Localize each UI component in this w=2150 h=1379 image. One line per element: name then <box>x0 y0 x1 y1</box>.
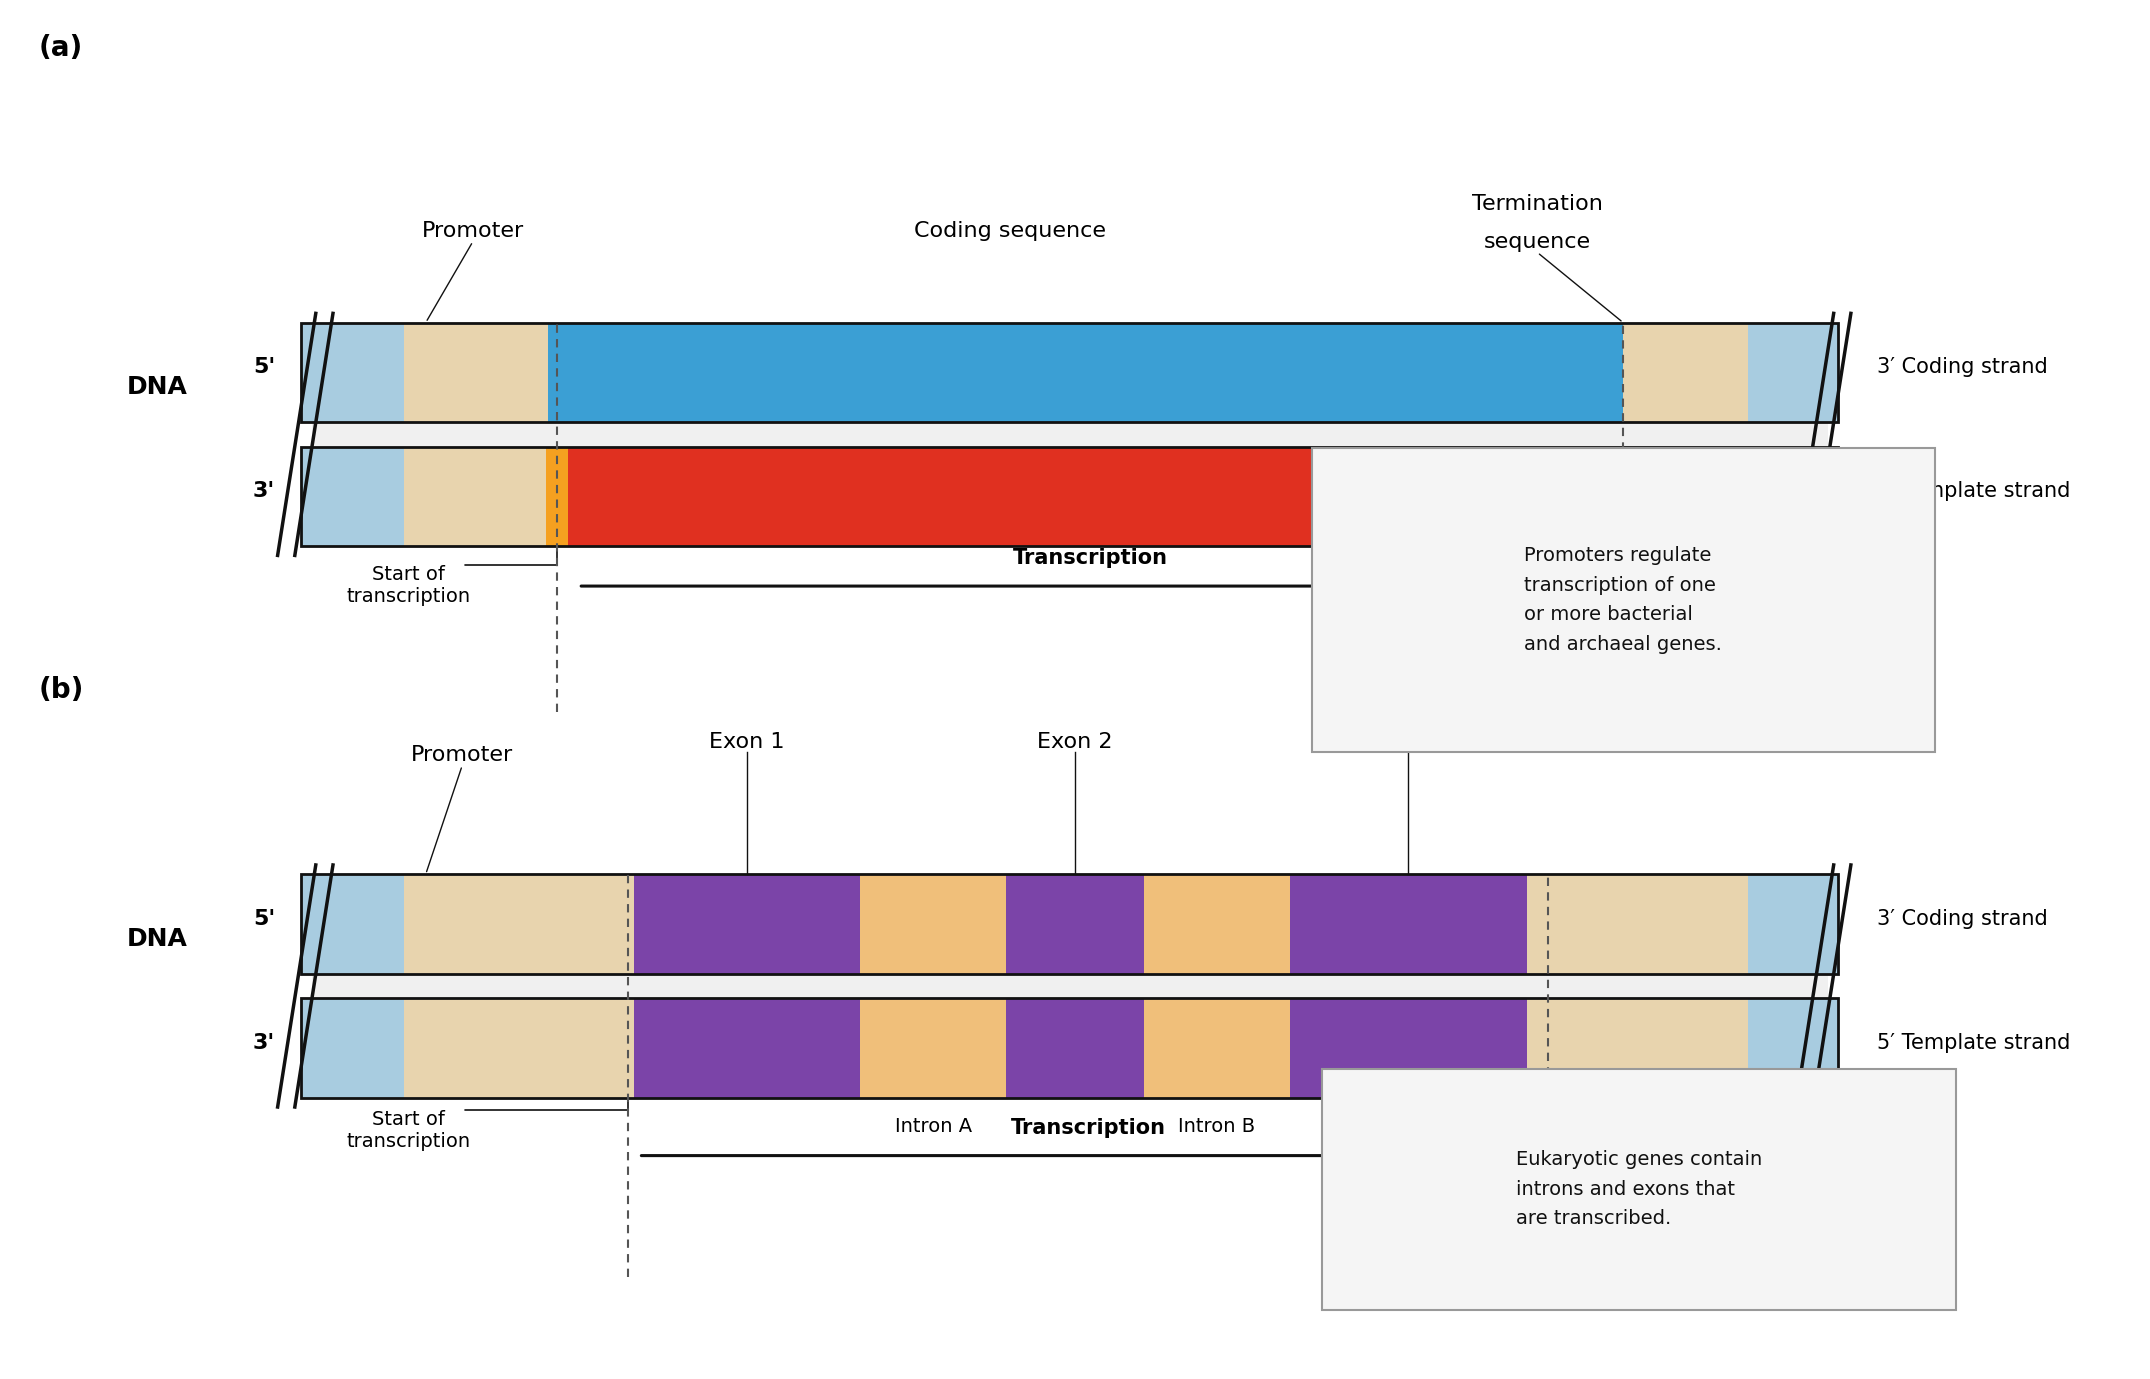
Bar <box>301 998 1838 1098</box>
Bar <box>301 998 404 1098</box>
FancyBboxPatch shape <box>1312 448 1935 752</box>
Bar <box>301 874 404 974</box>
Text: Start of
transcription: Start of transcription <box>346 1110 471 1151</box>
Text: Termination: Termination <box>1473 193 1602 214</box>
Bar <box>312 422 1828 447</box>
Text: 5': 5' <box>254 909 275 929</box>
Text: Start of
transcription: Start of transcription <box>346 565 471 607</box>
Bar <box>634 874 1526 974</box>
Bar <box>1290 874 1526 974</box>
Text: (b): (b) <box>39 676 84 703</box>
Text: Exon 3: Exon 3 <box>1370 731 1447 752</box>
Text: Exon 2: Exon 2 <box>1036 731 1114 752</box>
Bar <box>312 974 1828 998</box>
Text: 5′ Template strand: 5′ Template strand <box>1877 481 2070 502</box>
Text: Eukaryotic genes contain
introns and exons that
are transcribed.: Eukaryotic genes contain introns and exo… <box>1516 1150 1763 1229</box>
Text: DNA: DNA <box>127 927 187 952</box>
Bar <box>301 874 1838 974</box>
Bar <box>301 447 1838 546</box>
Bar <box>1748 874 1838 974</box>
Bar <box>1290 998 1526 1098</box>
Text: 3′ Coding strand: 3′ Coding strand <box>1877 357 2047 378</box>
Bar <box>634 998 860 1098</box>
Bar <box>301 323 404 422</box>
Bar <box>301 998 1838 1098</box>
Text: Promoters regulate
transcription of one
or more bacterial
and archaeal genes.: Promoters regulate transcription of one … <box>1524 546 1722 654</box>
FancyBboxPatch shape <box>1322 1069 1956 1310</box>
Text: Intron A: Intron A <box>894 1117 972 1136</box>
Text: Coding sequence: Coding sequence <box>914 221 1107 241</box>
Text: Intron B: Intron B <box>1178 1117 1256 1136</box>
Bar <box>1144 874 1290 974</box>
Bar <box>1748 447 1838 546</box>
Text: Promoter: Promoter <box>421 221 525 241</box>
Text: Promoter: Promoter <box>411 745 514 765</box>
Text: sequence: sequence <box>1483 232 1591 252</box>
Text: 5′ Template strand: 5′ Template strand <box>1877 1033 2070 1054</box>
Bar <box>301 447 404 546</box>
Bar <box>860 998 1006 1098</box>
Text: Transcription: Transcription <box>1010 1117 1165 1138</box>
Bar <box>546 447 568 546</box>
Bar <box>1006 998 1144 1098</box>
Bar <box>860 874 1006 974</box>
Bar <box>301 874 1838 974</box>
Text: (a): (a) <box>39 34 84 62</box>
Bar <box>1006 874 1144 974</box>
Text: Termination: Termination <box>1365 1179 1494 1198</box>
Bar <box>548 447 1623 546</box>
Text: Exon 1: Exon 1 <box>710 731 785 752</box>
Text: region: region <box>1438 673 1507 692</box>
Bar <box>1748 323 1838 422</box>
Text: Termination: Termination <box>1408 627 1537 647</box>
Bar <box>634 874 860 974</box>
Bar <box>548 323 1623 422</box>
Text: 3′ Coding strand: 3′ Coding strand <box>1877 909 2047 929</box>
Text: 5': 5' <box>254 357 275 378</box>
Bar <box>634 998 1526 1098</box>
Bar <box>1144 998 1290 1098</box>
Text: region: region <box>1395 1225 1464 1244</box>
Text: 3': 3' <box>254 1033 275 1054</box>
Bar <box>301 323 1838 422</box>
Bar <box>1748 998 1838 1098</box>
Bar <box>301 323 1838 422</box>
Text: 3': 3' <box>254 481 275 502</box>
Text: DNA: DNA <box>127 375 187 400</box>
Bar <box>301 447 1838 546</box>
Text: Transcription: Transcription <box>1013 547 1167 568</box>
